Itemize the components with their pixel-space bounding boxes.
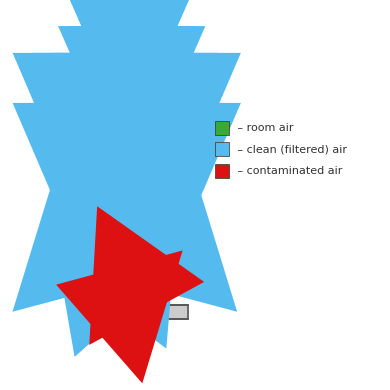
Bar xyxy=(215,164,229,178)
Bar xyxy=(215,121,229,135)
Bar xyxy=(74,148,177,205)
Bar xyxy=(92,93,169,100)
Bar xyxy=(77,305,188,319)
Text: – contaminated air: – contaminated air xyxy=(234,166,342,176)
Bar xyxy=(94,80,168,92)
Bar xyxy=(215,142,229,156)
Polygon shape xyxy=(74,74,178,274)
Text: – room air: – room air xyxy=(234,122,293,133)
Bar xyxy=(105,103,156,124)
Text: – clean (filtered) air: – clean (filtered) air xyxy=(234,144,347,154)
Bar xyxy=(76,128,176,146)
